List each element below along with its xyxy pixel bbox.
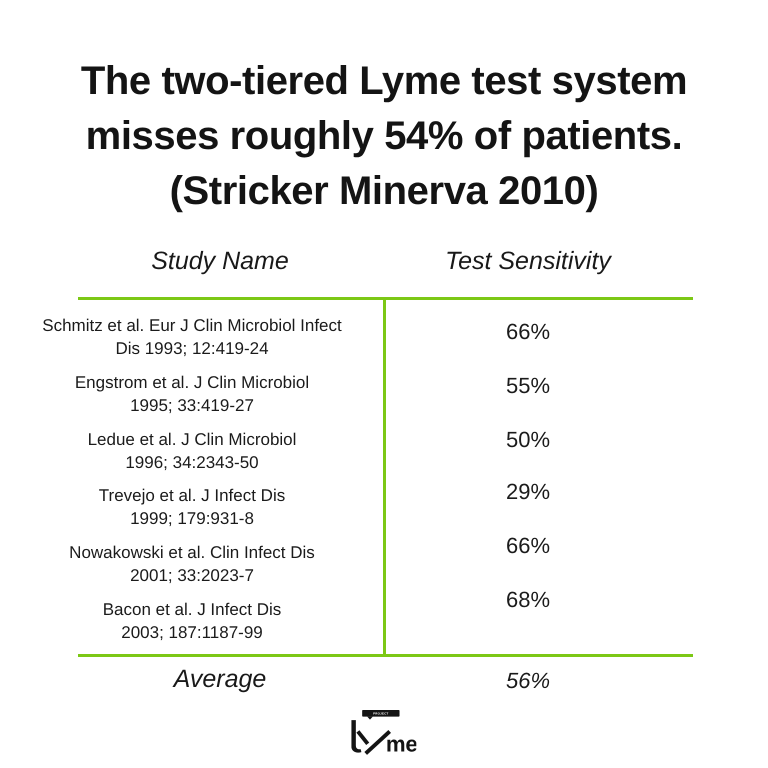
svg-text:me: me bbox=[386, 731, 417, 754]
svg-text:PROJECT: PROJECT bbox=[373, 712, 388, 715]
